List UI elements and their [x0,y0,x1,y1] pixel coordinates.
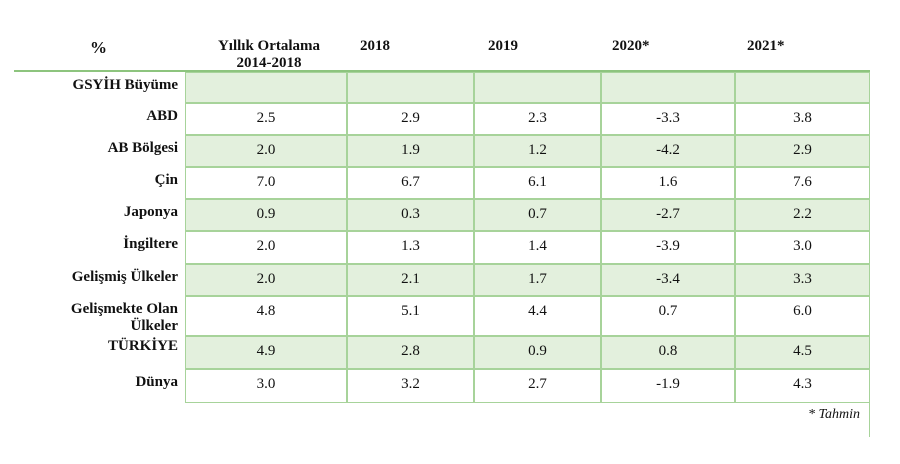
column-header-average-line2: 2014-2018 [236,55,302,71]
column-header-2019: 2019 [488,38,518,54]
table-cell: 2.9 [347,103,474,135]
table-cell: 2.0 [185,231,347,264]
row-label: Japonya [123,204,178,220]
table-cell: 3.3 [735,264,870,296]
table-cell: -2.7 [601,199,735,231]
table-cell: 2.0 [185,135,347,167]
table-cell: 2.9 [735,135,870,167]
table-cell: 4.4 [474,296,601,336]
table-cell: 2.2 [735,199,870,231]
table-cell: 4.3 [735,369,870,403]
table-cell: 1.4 [474,231,601,264]
row-label: İngiltere [123,236,178,252]
table-cell: 7.0 [185,167,347,199]
unit-label: % [90,38,107,57]
table-cell: 6.0 [735,296,870,336]
table-cell: 7.6 [735,167,870,199]
table-cell: 3.8 [735,103,870,135]
table-cell: 3.0 [185,369,347,403]
table-cell: 5.1 [347,296,474,336]
table-cell: 2.0 [185,264,347,296]
table-cell: 1.6 [601,167,735,199]
row-label: Gelişmiş Ülkeler [71,269,178,285]
table-cell: 1.9 [347,135,474,167]
table-cell: -4.2 [601,135,735,167]
column-header-average-line1: Yıllık Ortalama [217,38,321,54]
table-cell: 4.5 [735,336,870,369]
table-cell: 0.9 [185,199,347,231]
row-label-line2: Ülkeler [130,318,178,334]
table-cell: -3.4 [601,264,735,296]
row-label: Çin [154,172,178,188]
table-cell: 2.5 [185,103,347,135]
table-cell: -3.3 [601,103,735,135]
table-cell: 1.7 [474,264,601,296]
table-cell: 4.9 [185,336,347,369]
column-header-2021: 2021* [747,38,785,54]
row-label: Dünya [135,374,178,390]
footnote: * Tahmin [807,407,860,422]
column-header-2018: 2018 [360,38,390,54]
row-label: GSYİH Büyüme [72,77,178,93]
column-header-average: Yıllık Ortalama 2014-2018 [212,38,326,72]
table-cell: 3.0 [735,231,870,264]
table-header: % Yıllık Ortalama 2014-2018 2018 2019 20… [0,0,900,72]
table-cell [347,72,474,103]
table-cell: -3.9 [601,231,735,264]
header-rule [14,70,870,72]
table-edge-line [869,403,870,437]
table-cell: 4.8 [185,296,347,336]
table-cell: 0.8 [601,336,735,369]
column-header-2020: 2020* [612,38,650,54]
table-cell: 0.7 [601,296,735,336]
table-cell: 2.1 [347,264,474,296]
table-cell [185,72,347,103]
table-cell: 2.3 [474,103,601,135]
table-cell [474,72,601,103]
table-cell: 1.3 [347,231,474,264]
table-cell: 1.2 [474,135,601,167]
table-cell [735,72,870,103]
table-cell: 6.1 [474,167,601,199]
row-label: TÜRKİYE [107,338,178,354]
row-label: ABD [146,108,178,124]
table-cell: 3.2 [347,369,474,403]
row-label-line1: Gelişmekte Olan [70,301,178,317]
table-cell: -1.9 [601,369,735,403]
table-cell: 0.7 [474,199,601,231]
table-cell: 0.3 [347,199,474,231]
row-label: Gelişmekte Olan Ülkeler [71,301,178,335]
table-cell: 6.7 [347,167,474,199]
table-cell: 0.9 [474,336,601,369]
table-cell: 2.7 [474,369,601,403]
row-label: AB Bölgesi [107,140,178,156]
table-cell: 2.8 [347,336,474,369]
table-cell [601,72,735,103]
